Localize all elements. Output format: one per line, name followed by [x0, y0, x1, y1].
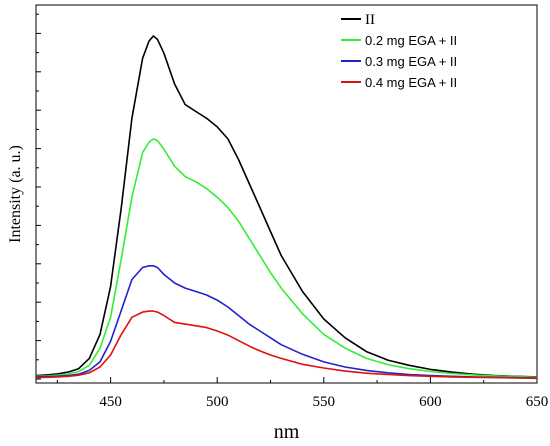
x-tick-label: 450 — [99, 394, 122, 410]
y-axis-ticks — [36, 13, 41, 380]
series-line-2 — [35, 264, 538, 379]
legend-label: 0.3 mg EGA + II — [365, 54, 457, 69]
legend-label: 0.4 mg EGA + II — [365, 75, 457, 90]
series-line-0 — [35, 35, 538, 378]
y-axis-label: Intensity (a. u.) — [7, 145, 24, 243]
x-tick-label: 550 — [313, 394, 336, 410]
x-tick-label: 650 — [526, 394, 549, 410]
legend-label: 0.2 mg EGA + II — [365, 33, 457, 48]
x-tick-label: 500 — [206, 394, 229, 410]
x-tick-label: 600 — [419, 394, 442, 410]
x-axis-label: nm — [274, 421, 300, 443]
series-line-1 — [35, 138, 538, 379]
series-line-3 — [35, 310, 538, 380]
legend: II 0.2 mg EGA + II 0.3 mg EGA + II 0.4 mg E… — [341, 12, 457, 90]
series-lines — [35, 35, 538, 380]
plot-area — [35, 4, 538, 384]
x-axis-ticks: 450 500 550 600 650 — [56, 377, 549, 410]
legend-label: II — [365, 12, 375, 28]
